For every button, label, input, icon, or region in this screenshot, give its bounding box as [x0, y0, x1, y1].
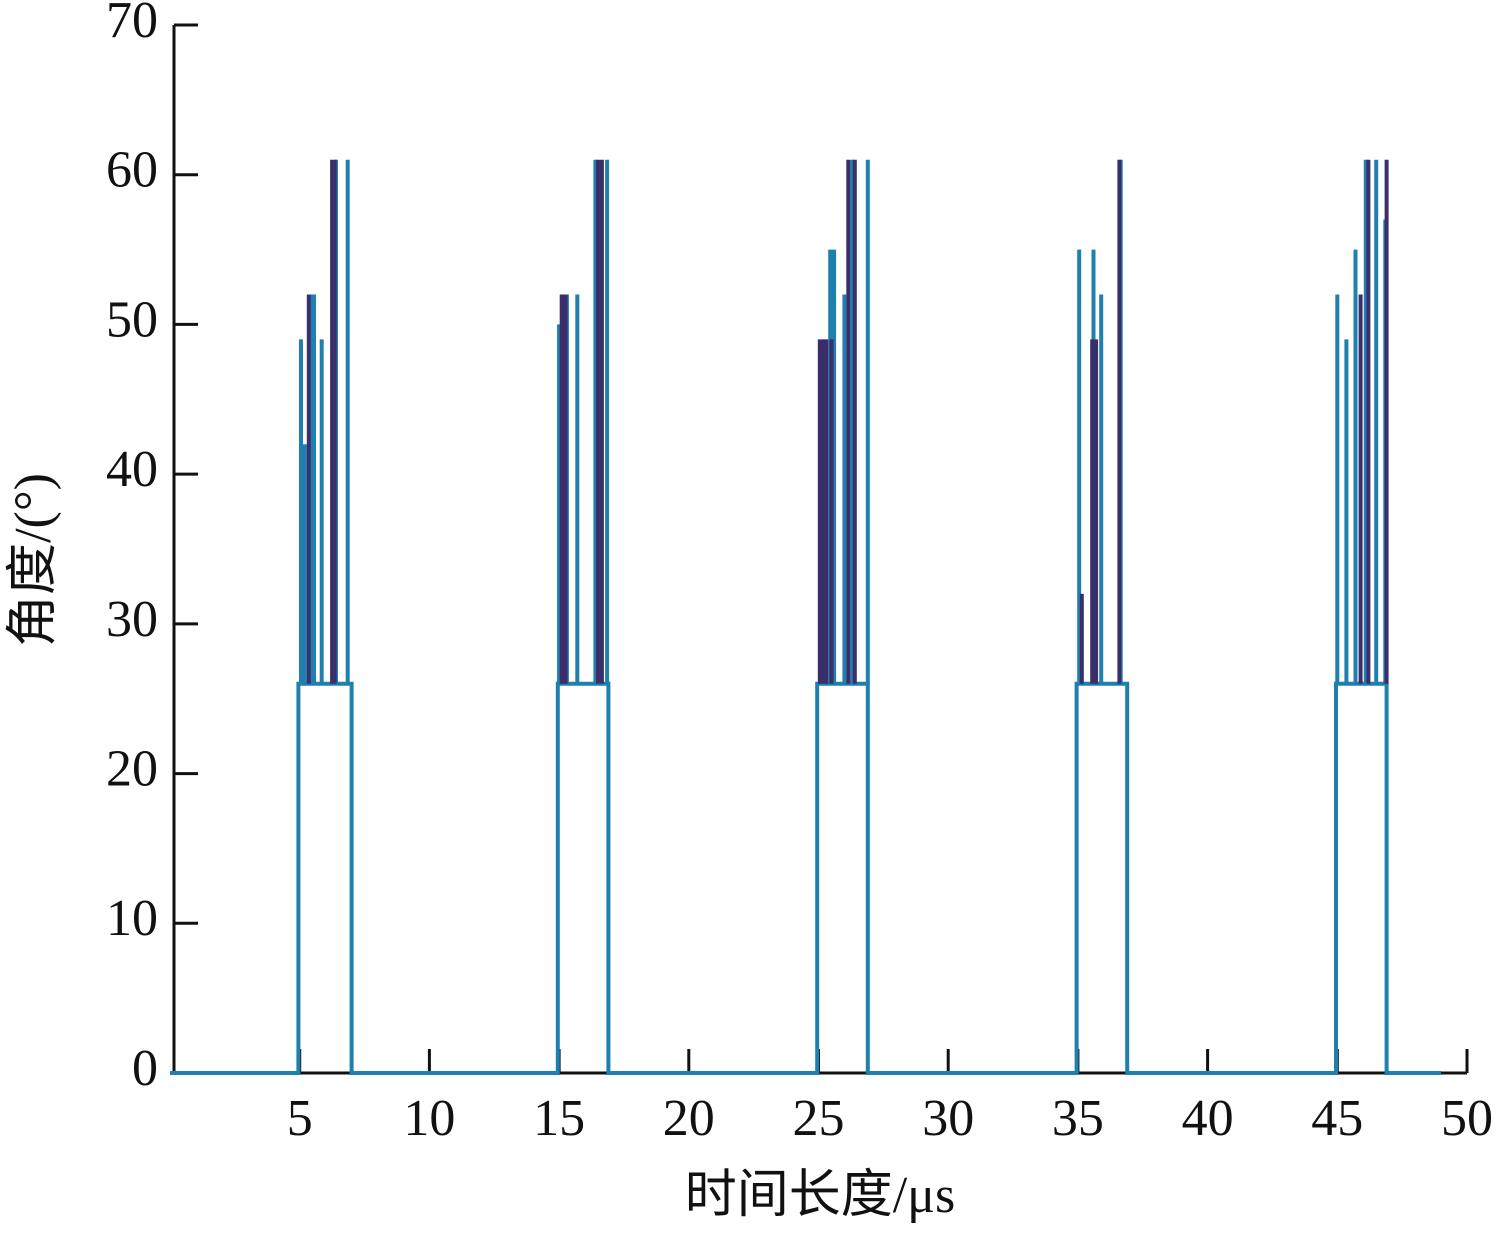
x-tick-label: 10 — [403, 1090, 455, 1147]
x-tick-label: 20 — [663, 1090, 715, 1147]
y-tick-label: 20 — [106, 741, 158, 798]
series-line — [170, 681, 1442, 1075]
y-tick-label: 70 — [106, 0, 158, 49]
x-tick-label: 15 — [533, 1090, 585, 1147]
series-line — [306, 159, 1389, 684]
x-tick-label: 35 — [1052, 1090, 1104, 1147]
x-tick-label: 45 — [1311, 1090, 1363, 1147]
y-axis-label: 角度/(°) — [5, 473, 62, 647]
y-tick-label: 10 — [106, 890, 158, 947]
x-tick-label: 30 — [922, 1090, 974, 1147]
x-tick-label: 40 — [1182, 1090, 1234, 1147]
y-tick-label: 30 — [106, 591, 158, 648]
y-tick-label: 60 — [106, 142, 158, 199]
x-tick-label: 25 — [793, 1090, 845, 1147]
series-line — [299, 159, 1388, 684]
y-tick-label: 50 — [106, 291, 158, 348]
x-tick-label: 50 — [1441, 1090, 1493, 1147]
x-tick-label: 5 — [287, 1090, 313, 1147]
x-axis-label: 时间长度/μs — [685, 1167, 956, 1224]
y-tick-label: 40 — [106, 441, 158, 498]
y-tick-label: 0 — [132, 1040, 158, 1097]
